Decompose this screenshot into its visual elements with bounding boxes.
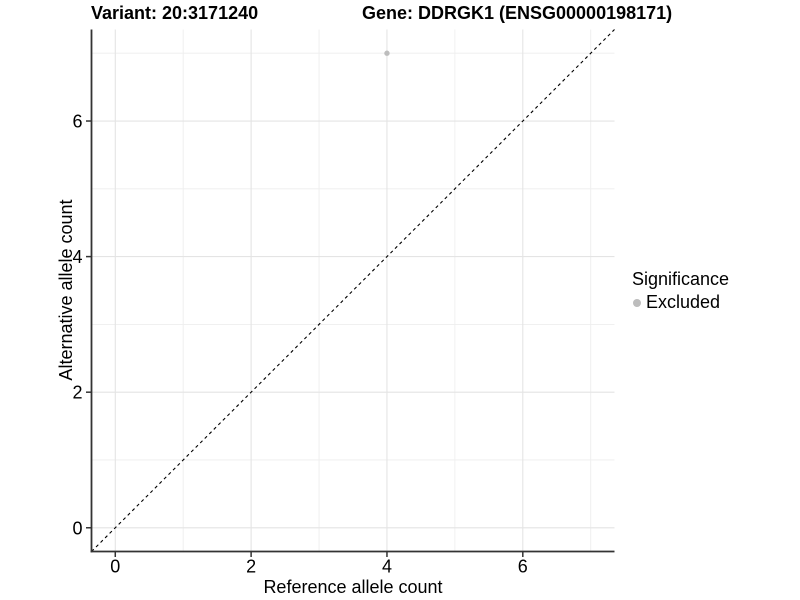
y-tick-label: 4 bbox=[72, 247, 82, 267]
legend: Significance Excluded bbox=[630, 269, 729, 313]
legend-title: Significance bbox=[632, 269, 730, 289]
x-tick-label: 6 bbox=[518, 557, 528, 577]
x-axis-title: Reference allele count bbox=[263, 577, 443, 597]
identity-line bbox=[91, 29, 615, 552]
y-axis-title: Alternative allele count bbox=[56, 199, 76, 381]
plot-title-gene: Gene: DDRGK1 (ENSG00000198171) bbox=[362, 3, 673, 23]
data-point bbox=[384, 50, 390, 56]
legend-item-excluded: Excluded bbox=[630, 292, 729, 313]
legend-item-label: Excluded bbox=[646, 292, 721, 312]
legend-point-icon bbox=[633, 298, 641, 307]
plot-title-variant: Variant: 20:3171240 bbox=[91, 3, 259, 23]
y-tick-label: 2 bbox=[72, 383, 82, 403]
y-tick-label: 6 bbox=[72, 112, 82, 132]
y-tick-label: 0 bbox=[72, 518, 82, 538]
x-tick-label: 2 bbox=[246, 557, 256, 577]
x-tick-label: 4 bbox=[382, 557, 392, 577]
x-tick-label: 0 bbox=[110, 557, 120, 577]
